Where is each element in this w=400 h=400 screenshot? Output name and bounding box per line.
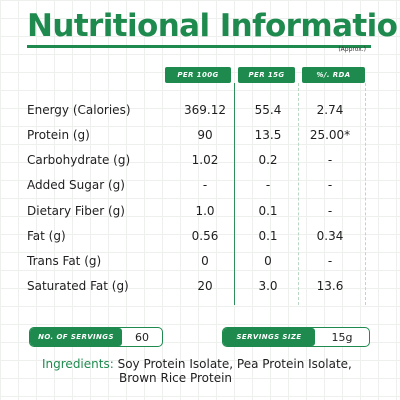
ingredients-block: Ingredients: Soy Protein Isolate, Pea Pr… [42,357,372,385]
value-per-100g: 1.02 [191,153,219,167]
approx-note: (Approx.) [338,46,366,53]
value-per-100g: 90 [197,128,213,142]
column-header-per-15g: PER 15G [238,67,295,83]
table-row: Protein (g) 90 13.5 25.00* [0,123,400,147]
value-per-15g: - [265,178,271,192]
row-label: Energy (Calories) [27,103,131,117]
column-divider [234,83,236,305]
table-row: Trans Fat (g) 0 0 - [0,249,400,273]
value-per-100g: 20 [197,279,213,293]
table-row: Dietary Fiber (g) 1.0 0.1 - [0,199,400,223]
value-rda: 13.6 [316,279,344,293]
servings-count-label: NO. OF SERVINGS [30,328,122,346]
column-divider [365,83,367,305]
row-label: Added Sugar (g) [27,178,125,192]
value-per-100g: - [202,178,208,192]
table-row: Carbohydrate (g) 1.02 0.2 - [0,148,400,172]
table-row: Saturated Fat (g) 20 3.0 13.6 [0,274,400,298]
value-rda: 25.00* [309,128,351,142]
page-title: Nutritional Information [27,8,400,44]
serving-size-box: SERVINGS SIZE 15g [222,327,370,347]
row-label: Fat (g) [27,229,66,243]
value-per-15g: 0.2 [258,153,278,167]
value-rda: - [327,204,333,218]
table-row: Fat (g) 0.56 0.1 0.34 [0,224,400,248]
servings-count-value: 60 [135,330,149,344]
ingredients-label: Ingredients: [42,357,114,371]
row-label: Saturated Fat (g) [27,279,129,293]
ingredients-line-2: Brown Rice Protein [119,371,233,385]
value-per-15g: 3.0 [258,279,278,293]
value-per-100g: 0.56 [191,229,219,243]
value-per-15g: 0.1 [258,204,278,218]
serving-size-value: 15g [331,330,353,344]
column-header-per-100g: PER 100G [165,67,231,83]
value-per-15g: 0 [264,254,272,268]
value-rda: - [327,254,333,268]
value-rda: 2.74 [316,103,344,117]
servings-count-box: NO. OF SERVINGS 60 [29,327,163,347]
row-label: Protein (g) [27,128,90,142]
row-label: Carbohydrate (g) [27,153,131,167]
value-per-100g: 0 [201,254,209,268]
table-row: Added Sugar (g) - - - [0,173,400,197]
title-underline [27,45,371,48]
value-per-100g: 1.0 [195,204,215,218]
table-row: Energy (Calories) 369.12 55.4 2.74 [0,98,400,122]
column-header-rda: %/. RDA [302,67,365,83]
value-per-15g: 13.5 [254,128,282,142]
value-rda: - [327,153,333,167]
row-label: Trans Fat (g) [27,254,102,268]
value-rda: 0.34 [316,229,344,243]
value-per-15g: 55.4 [254,103,282,117]
serving-size-label: SERVINGS SIZE [223,328,315,346]
ingredients-line-1: Soy Protein Isolate, Pea Protein Isolate… [117,357,352,371]
column-divider [298,83,300,305]
row-label: Dietary Fiber (g) [27,204,125,218]
value-rda: - [327,178,333,192]
value-per-15g: 0.1 [258,229,278,243]
value-per-100g: 369.12 [184,103,226,117]
